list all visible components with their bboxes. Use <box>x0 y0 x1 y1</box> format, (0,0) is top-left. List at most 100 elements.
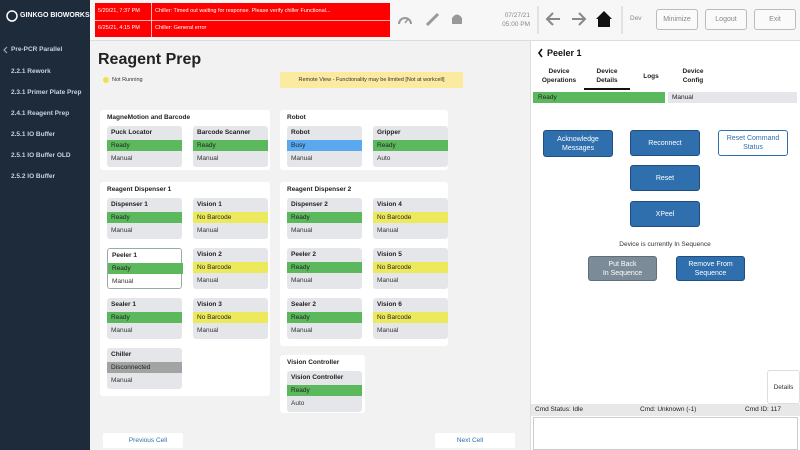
card-title: Dispenser 2 <box>291 201 328 208</box>
detail-title: Peeler 1 <box>547 48 582 58</box>
action-button[interactable]: Reset <box>630 165 700 191</box>
details-tab[interactable]: Details <box>767 370 800 404</box>
card-status <box>107 140 182 151</box>
card-mode: Manual <box>111 377 133 384</box>
alarm-message: Chiller: General error <box>155 25 207 31</box>
card-title: Gripper <box>377 129 401 136</box>
tab[interactable]: Device Details <box>584 64 630 88</box>
nav-item[interactable]: 2.5.1 IO Buffer <box>11 131 56 138</box>
device-card[interactable]: Puck Locator Ready Manual <box>107 126 182 167</box>
card-mode: Manual <box>111 327 133 334</box>
button-label: Next Cell <box>456 437 484 444</box>
nav-item[interactable]: 2.5.1 IO Buffer OLD <box>11 152 71 159</box>
card-status-text: Busy <box>291 142 306 149</box>
button-label: Logout <box>715 16 737 23</box>
device-card[interactable]: Vision 6 No Barcode Manual <box>373 298 448 339</box>
action-button[interactable]: Acknowledge Messages <box>543 130 613 157</box>
panel: Reagent Dispenser 1 Dispenser 1 Ready Manua… <box>100 182 270 396</box>
card-status-text: No Barcode <box>197 314 232 321</box>
card-mode: Manual <box>197 277 219 284</box>
card-status-text: Ready <box>291 214 310 221</box>
device-card[interactable]: Dispenser 1 Ready Manual <box>107 198 182 239</box>
card-title: Dispenser 1 <box>111 201 148 208</box>
legend-label: Not Running <box>112 77 143 83</box>
nav-item[interactable]: 2.3.1 Primer Plate Prep <box>11 89 82 96</box>
card-status-text: No Barcode <box>377 214 412 221</box>
card-title: Sealer 2 <box>291 301 316 308</box>
device-card[interactable]: Vision Controller Ready Auto <box>287 371 362 412</box>
page-title: Reagent Prep <box>98 51 202 68</box>
nav-item[interactable]: 2.5.2 IO Buffer <box>11 173 56 180</box>
status-text: Ready <box>538 94 557 101</box>
card-mode: Manual <box>111 155 133 162</box>
card-status-text: Ready <box>377 142 396 149</box>
header-button[interactable]: Exit <box>754 9 796 30</box>
nav-item[interactable]: 2.2.1 Rework <box>11 68 51 75</box>
panel-title: Reagent Dispenser 2 <box>287 186 352 193</box>
device-card[interactable]: Peeler 1 Ready Manual <box>107 248 183 289</box>
nav-back[interactable]: Pre-PCR Parallel <box>11 46 63 53</box>
card-status-text: Ready <box>112 265 131 272</box>
device-card[interactable]: Vision 1 No Barcode Manual <box>193 198 268 239</box>
card-status <box>287 312 362 323</box>
clock-date: 07/27/21 <box>504 12 530 19</box>
button-label: Reset <box>655 174 675 182</box>
device-card[interactable]: Chiller Disconnected Manual <box>107 348 182 389</box>
tab-label: Config <box>682 77 704 84</box>
button-label: Minimize <box>663 16 691 23</box>
device-card[interactable]: Dispenser 2 Ready Manual <box>287 198 362 239</box>
action-button[interactable]: Reconnect <box>630 130 700 156</box>
action-button[interactable]: Remove From Sequence <box>676 256 745 281</box>
tab-underline <box>584 88 630 90</box>
tab-label: Details <box>596 77 618 84</box>
alarm-divider <box>95 20 390 21</box>
header-button[interactable]: Minimize <box>656 9 698 30</box>
card-title: Vision 1 <box>197 201 222 208</box>
card-status-text: Ready <box>111 214 130 221</box>
tab[interactable]: Device Config <box>670 64 716 88</box>
card-status <box>193 262 268 273</box>
tab[interactable]: Logs <box>635 64 667 88</box>
device-card[interactable]: Sealer 1 Ready Manual <box>107 298 182 339</box>
button-label: XPeel <box>655 210 675 218</box>
device-card[interactable]: Vision 3 No Barcode Manual <box>193 298 268 339</box>
card-status-text: No Barcode <box>377 264 412 271</box>
device-card[interactable]: Sealer 2 Ready Manual <box>287 298 362 339</box>
card-status <box>373 312 448 323</box>
device-card[interactable]: Robot Busy Manual <box>287 126 362 167</box>
card-title: Puck Locator <box>111 129 153 136</box>
device-card[interactable]: Gripper Ready Auto <box>373 126 448 167</box>
card-mode: Manual <box>377 327 399 334</box>
action-button[interactable]: XPeel <box>630 201 700 227</box>
device-card[interactable]: Vision 4 No Barcode Manual <box>373 198 448 239</box>
button-label: Reset Command <box>726 135 780 142</box>
panel-title: Robot <box>287 114 306 121</box>
header-button[interactable]: Logout <box>705 9 747 30</box>
tab-label: Logs <box>643 72 659 80</box>
card-status <box>107 362 182 373</box>
device-card[interactable]: Peeler 2 Ready Manual <box>287 248 362 289</box>
card-title: Vision 6 <box>377 301 402 308</box>
action-button[interactable]: Put Back In Sequence <box>588 256 657 281</box>
device-card[interactable]: Vision 5 No Barcode Manual <box>373 248 448 289</box>
card-mode: Manual <box>197 227 219 234</box>
next-button[interactable]: Next Cell <box>435 433 515 448</box>
device-card[interactable]: Barcode Scanner Ready Manual <box>193 126 268 167</box>
nav-item[interactable]: 2.4.1 Reagent Prep <box>11 110 70 117</box>
tab[interactable]: Device Operations <box>533 64 585 88</box>
prev-button[interactable]: Previous Cell <box>103 433 183 448</box>
card-title: Chiller <box>111 351 132 358</box>
banner: Remote View - Functionality may be limit… <box>280 72 463 88</box>
button-label: Sequence <box>694 269 727 277</box>
tab-label: Details <box>773 383 794 391</box>
panel: MagneMotion and Barcode Puck Locator Ready… <box>100 110 270 170</box>
cmd-id: Cmd ID: 117 <box>745 406 782 413</box>
action-button[interactable]: Reset Command Status <box>718 130 788 156</box>
device-card[interactable]: Vision 2 No Barcode Manual <box>193 248 268 289</box>
alarm-time: 6/25/21, 4:15 PM <box>98 25 140 31</box>
button-label: Put Back <box>608 260 637 268</box>
panel-title: MagneMotion and Barcode <box>107 114 191 121</box>
card-status-text: No Barcode <box>197 214 232 221</box>
logo: GINKGO BIOWORKS <box>20 12 90 19</box>
